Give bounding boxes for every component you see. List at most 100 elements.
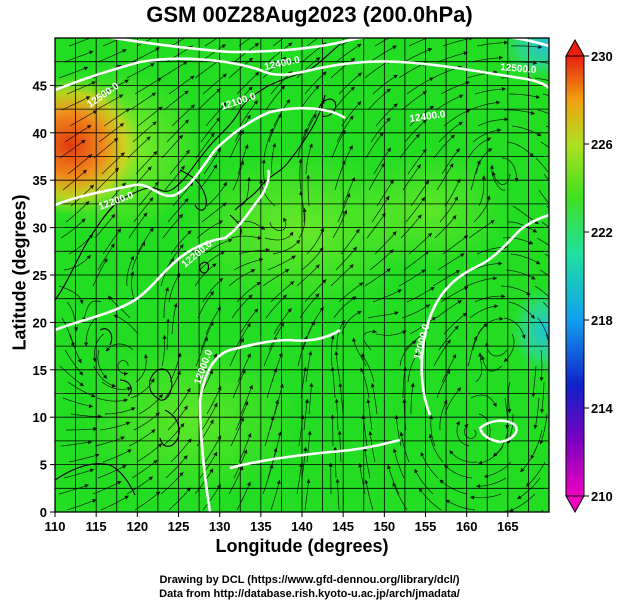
- streamline: [296, 264, 320, 287]
- streamline: [271, 142, 277, 175]
- x-tick-label: 125: [168, 519, 190, 534]
- streamline: [542, 93, 549, 96]
- streamline: [478, 445, 504, 465]
- streamline: [63, 50, 94, 63]
- streamline: [269, 217, 288, 231]
- streamline: [165, 455, 188, 479]
- streamline: [372, 289, 402, 303]
- streamline: [230, 417, 244, 447]
- streamline: [475, 352, 483, 383]
- streamline: [401, 91, 428, 111]
- streamline: [366, 212, 386, 239]
- streamline: [165, 244, 184, 271]
- streamline: [102, 228, 122, 255]
- streamline: [534, 77, 549, 81]
- y-tick-label: 0: [40, 505, 47, 520]
- streamline: [264, 231, 294, 241]
- streamline: [169, 352, 182, 383]
- streamline: [507, 381, 512, 414]
- streamline: [66, 81, 96, 95]
- streamline: [92, 257, 108, 287]
- colorbar-top-triangle: [565, 38, 585, 57]
- streamline: [204, 238, 233, 255]
- streamline: [501, 157, 519, 183]
- streamline: [337, 430, 342, 463]
- x-tick-label: 145: [332, 519, 354, 534]
- streamline: [470, 159, 481, 191]
- streamline: [536, 237, 549, 246]
- streamline: [444, 178, 461, 207]
- streamline: [172, 387, 191, 415]
- y-axis-ticks: 0 5 10 15 20 25 30 35 40 45: [33, 78, 55, 520]
- streamline: [503, 109, 536, 115]
- streamline: [441, 353, 457, 383]
- cool-anomaly-east: [510, 285, 549, 375]
- streamline: [68, 453, 100, 463]
- streamline: [338, 382, 344, 415]
- colorbar: 230 226 222 218 214 210: [565, 38, 613, 514]
- streamline: [375, 330, 407, 336]
- streamline: [505, 269, 536, 280]
- y-tick-label: 45: [33, 78, 47, 93]
- streamline: [83, 317, 97, 347]
- chart-title: GSM 00Z28Aug2023 (200.0hPa): [146, 2, 473, 27]
- streamline: [472, 323, 489, 351]
- streamline: [467, 137, 492, 159]
- streamline: [117, 360, 129, 377]
- streamline: [64, 349, 84, 376]
- streamline: [375, 103, 398, 127]
- streamline: [467, 335, 478, 367]
- streamline: [205, 306, 222, 335]
- colorbar-bottom-triangle: [565, 495, 585, 514]
- streamline: [337, 192, 351, 223]
- x-tick-label: 110: [45, 519, 66, 534]
- streamline: [372, 74, 398, 95]
- contour-south: [229, 438, 401, 470]
- streamline: [166, 119, 189, 143]
- streamline: [168, 272, 181, 303]
- streamline: [104, 407, 136, 415]
- streamline: [535, 157, 549, 174]
- streamline: [404, 119, 427, 143]
- streamline: [100, 79, 130, 95]
- streamline: [240, 176, 252, 207]
- streamline: [480, 355, 503, 372]
- streamline: [540, 509, 544, 512]
- streamline: [205, 102, 227, 127]
- streamline: [197, 291, 215, 319]
- x-tick-label: 140: [291, 519, 313, 534]
- streamline: [469, 304, 499, 319]
- streamline: [539, 349, 544, 382]
- streamline: [360, 367, 370, 399]
- streamline: [302, 113, 317, 143]
- streamline: [439, 479, 468, 495]
- streamline: [130, 378, 155, 399]
- streamline: [237, 144, 249, 175]
- streamline: [306, 430, 312, 463]
- streamline: [403, 250, 430, 271]
- streamline: [406, 286, 435, 303]
- streamline: [503, 317, 526, 340]
- streamline: [542, 301, 549, 309]
- streamline: [165, 318, 171, 351]
- streamline: [131, 47, 160, 63]
- streamline: [306, 38, 319, 47]
- streamline: [476, 477, 507, 489]
- streamline: [129, 92, 157, 111]
- y-tick-label: 20: [33, 315, 47, 330]
- streamline: [504, 397, 510, 430]
- streamline: [445, 499, 476, 511]
- streamline: [267, 255, 296, 271]
- streamline: [437, 51, 468, 63]
- streamline: [97, 465, 127, 479]
- contour-12000-east: [420, 213, 549, 416]
- credit-drawing: Drawing by DCL (https://www.gfd-dennou.o…: [159, 574, 460, 586]
- streamline: [418, 487, 442, 511]
- streamline: [466, 276, 498, 287]
- streamline: [296, 56, 321, 79]
- streamline: [262, 463, 274, 495]
- streamline: [162, 422, 185, 447]
- streamline: [369, 45, 397, 63]
- streamline: [330, 334, 335, 367]
- streamline: [126, 63, 155, 79]
